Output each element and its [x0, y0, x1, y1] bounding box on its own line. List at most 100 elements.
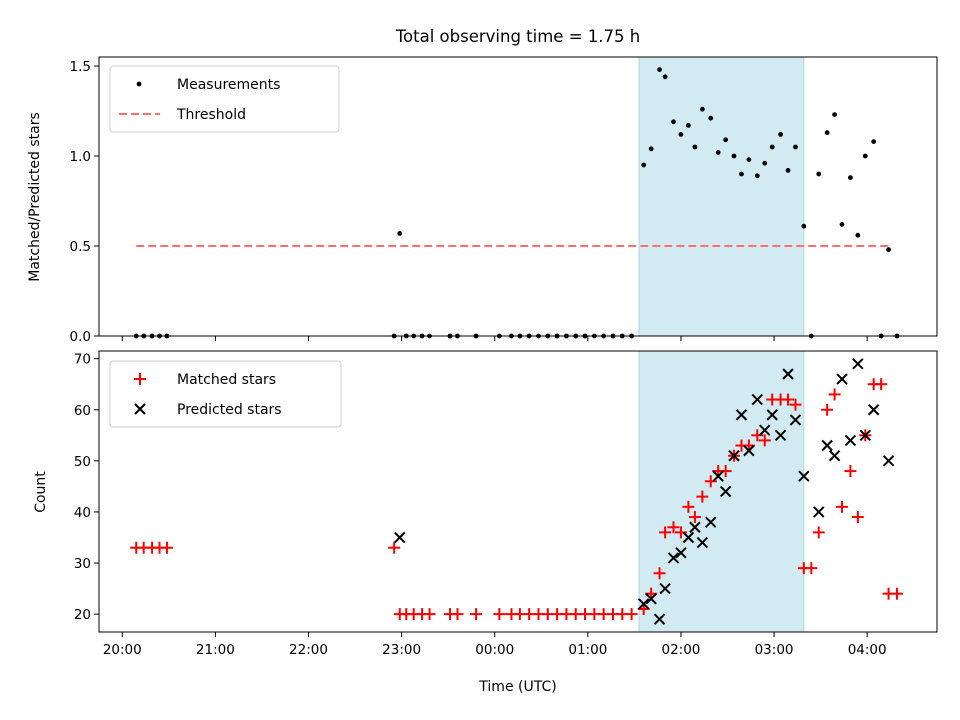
- top-x-ticks: [121, 336, 868, 341]
- measurement-point: [848, 175, 853, 181]
- predicted-star-point: [667, 552, 680, 564]
- predicted-star-point: [696, 536, 709, 549]
- legend-matched-label: Matched stars: [177, 372, 276, 388]
- matched-star-point: [844, 465, 857, 478]
- matched-star-point: [696, 490, 709, 503]
- matched-star-point: [851, 511, 864, 524]
- predicted-star-point: [719, 485, 732, 498]
- measurement-point: [793, 144, 798, 150]
- predicted-star-point: [766, 409, 778, 421]
- measurement-point: [699, 106, 705, 112]
- observing-window-shade-bottom: [638, 350, 805, 633]
- measurement-point: [648, 146, 654, 152]
- measurement-point: [778, 132, 783, 137]
- measurement-point: [769, 144, 775, 150]
- matched-star-point: [758, 434, 771, 447]
- predicted-star-point: [743, 444, 755, 457]
- bottom-x-ticks: 20:00 21:00 22:00 23:00 00:00 01:00 02:00 03:00…: [103, 632, 887, 658]
- predicted-star-point: [782, 368, 794, 380]
- matched-star-point: [659, 526, 672, 539]
- matched-star-point: [805, 562, 818, 575]
- top-y-axis-label: Matched/Predicted stars: [27, 112, 43, 282]
- bottom-y-tick-label: 40: [74, 505, 91, 521]
- measurement-point: [397, 231, 403, 236]
- measurement-point: [816, 171, 822, 177]
- measurement-point: [855, 232, 861, 238]
- predicted-star-point: [859, 429, 872, 442]
- predicted-star-point: [637, 598, 650, 610]
- matched-star-point: [160, 541, 173, 554]
- predicted-star-point: [705, 516, 717, 528]
- bottom-y-ticks: 20 30 40 50 60 70: [74, 352, 99, 623]
- measurement-point: [692, 144, 698, 150]
- matched-star-point: [704, 475, 717, 488]
- measurement-point: [762, 160, 768, 166]
- matched-star-point: [423, 608, 436, 621]
- predicted-star-point: [735, 409, 748, 421]
- bottom-y-axis-label: Count: [33, 471, 49, 513]
- bottom-legend-box: [109, 360, 342, 428]
- legend-measurements-marker: [136, 81, 142, 87]
- matched-star-point: [875, 378, 888, 391]
- x-tick-label: 20:00: [103, 642, 142, 658]
- predicted-star-point: [728, 450, 740, 462]
- predicted-star-point: [659, 582, 671, 595]
- measurement-point: [662, 74, 668, 80]
- matched-star-point: [782, 393, 795, 406]
- matched-star-point: [719, 465, 732, 478]
- x-tick-label: 02:00: [661, 642, 700, 658]
- legend-predicted-label: Predicted stars: [177, 402, 282, 418]
- predicted-star-point: [828, 450, 841, 462]
- predicted-star-point: [653, 613, 666, 625]
- matched-star-point: [674, 526, 687, 539]
- bottom-y-tick-label: 30: [74, 556, 91, 572]
- predicted-star-point: [867, 404, 880, 416]
- x-tick-label: 04:00: [848, 642, 887, 658]
- bottom-plot-frame: [98, 350, 938, 633]
- measurement-point: [785, 168, 791, 173]
- measurement-point: [731, 153, 737, 159]
- predicted-star-point: [645, 593, 657, 605]
- predicted-star-point: [836, 373, 848, 385]
- matched-star-point: [682, 500, 695, 513]
- matched-star-point: [821, 403, 834, 416]
- measurement-point: [871, 139, 877, 145]
- observing-window-shade-top: [638, 56, 805, 337]
- legend-threshold-label: Threshold: [176, 107, 246, 123]
- top-y-tick-label: 1.0: [70, 149, 91, 165]
- matched-star-point: [667, 521, 680, 534]
- top-y-tick-label: 1.5: [70, 59, 91, 75]
- bottom-y-tick-label: 70: [74, 352, 91, 368]
- predicted-star-point: [798, 470, 810, 482]
- predicted-star-point: [852, 358, 864, 370]
- measurement-point: [801, 223, 807, 229]
- matched-star-point: [812, 526, 825, 539]
- measurement-point: [746, 157, 752, 163]
- top-y-tick-label: 0.5: [70, 239, 91, 255]
- measurement-point: [685, 123, 691, 128]
- measurement-point: [739, 171, 744, 177]
- legend-matched-marker: [134, 373, 146, 385]
- measurement-point: [671, 119, 676, 125]
- x-tick-label: 21:00: [196, 642, 235, 658]
- predicted-star-point: [394, 531, 406, 544]
- matched-star-point: [789, 398, 802, 411]
- legend-measurements-label: Measurements: [177, 77, 280, 93]
- predicted-star-point: [682, 531, 695, 544]
- predicted-star-point: [712, 470, 724, 482]
- bottom-panel: 20 30 40 50 60 70 20:00 21:00 22:00 23:00 00:00 01…: [33, 350, 938, 695]
- matched-star-point: [493, 608, 506, 621]
- bottom-y-tick-label: 20: [74, 607, 91, 623]
- measurement-point: [657, 67, 662, 72]
- predicted-star-point: [689, 521, 701, 533]
- matched-star-point: [890, 587, 903, 600]
- measurement-point: [839, 222, 845, 227]
- predicted-star-point: [751, 393, 764, 406]
- top-plot-frame: [98, 56, 938, 337]
- bottom-y-tick-label: 60: [74, 403, 91, 419]
- predicted-star-point: [821, 439, 833, 452]
- predicted-star-point: [774, 429, 787, 442]
- bottom-legend: Matched stars Predicted stars: [109, 360, 342, 428]
- predicted-star-point: [789, 414, 802, 426]
